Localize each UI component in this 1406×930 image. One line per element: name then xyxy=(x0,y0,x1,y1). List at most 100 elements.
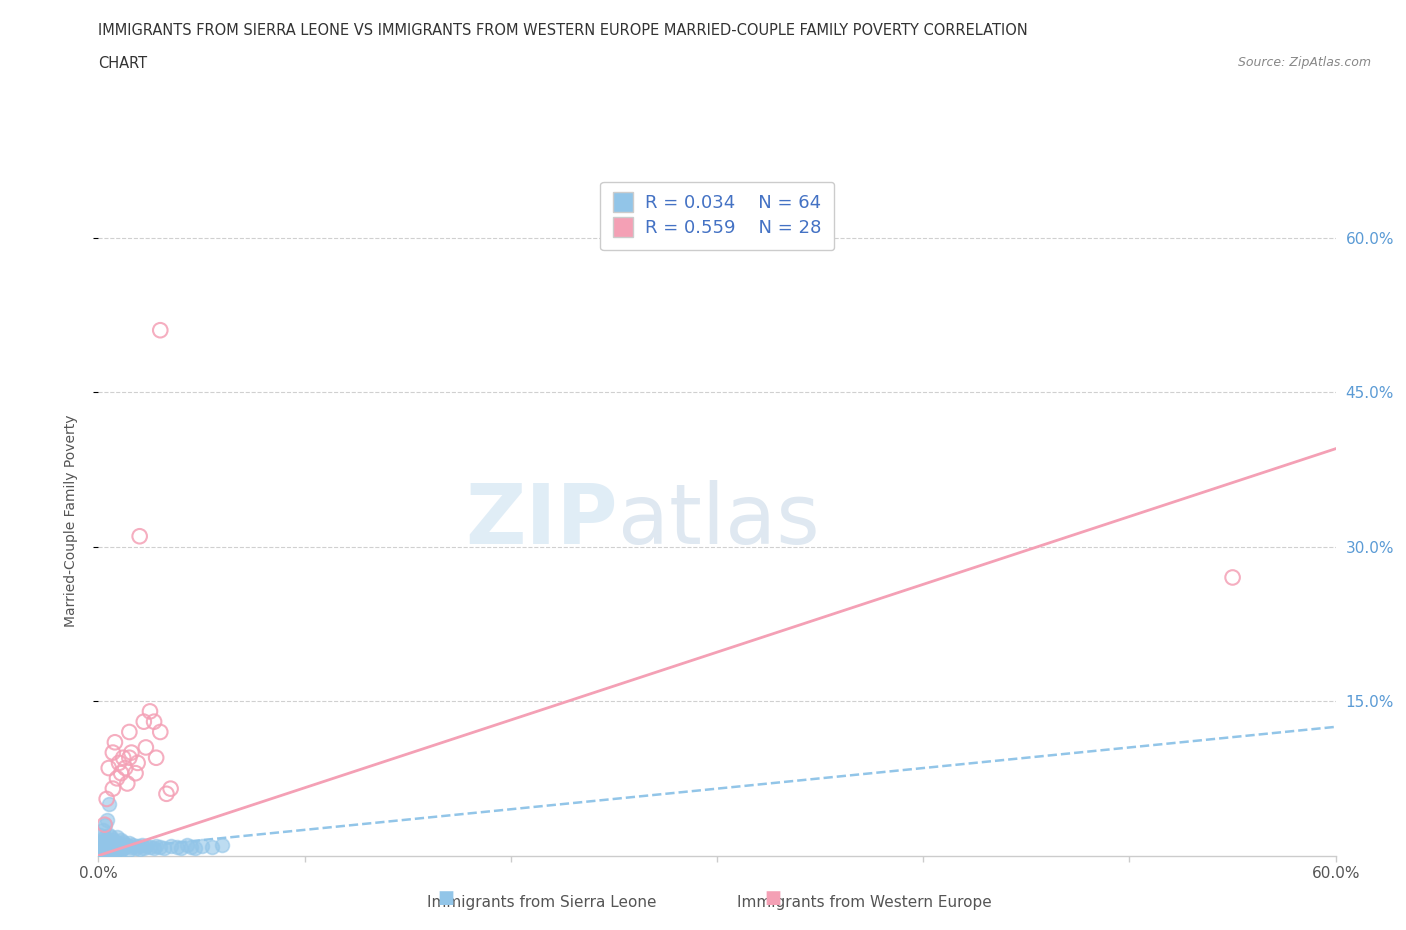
Text: ■: ■ xyxy=(437,889,454,907)
Point xyxy=(120,840,142,855)
Point xyxy=(101,844,124,859)
Point xyxy=(1222,570,1244,585)
Point xyxy=(118,751,141,765)
Point xyxy=(139,840,162,855)
Point xyxy=(124,841,146,856)
Point xyxy=(149,840,172,855)
Point xyxy=(120,745,142,760)
Text: ■: ■ xyxy=(765,889,782,907)
Text: CHART: CHART xyxy=(98,56,148,71)
Point xyxy=(97,797,120,812)
Point xyxy=(149,724,172,739)
Text: Immigrants from Sierra Leone: Immigrants from Sierra Leone xyxy=(426,895,657,910)
Point xyxy=(97,836,120,851)
Point xyxy=(124,765,146,780)
Point xyxy=(114,761,136,776)
Point xyxy=(112,751,135,765)
Point xyxy=(100,843,122,857)
Point xyxy=(91,840,114,855)
Point xyxy=(122,838,145,853)
Point xyxy=(96,832,118,847)
Point xyxy=(96,791,118,806)
Point xyxy=(96,812,118,827)
Point xyxy=(105,771,128,786)
Point xyxy=(180,840,202,855)
Point xyxy=(108,842,131,857)
Point xyxy=(117,838,139,853)
Point xyxy=(128,842,150,857)
Point xyxy=(211,838,233,853)
Point xyxy=(118,843,141,857)
Point xyxy=(89,828,111,843)
Point xyxy=(110,843,132,857)
Point xyxy=(89,843,111,857)
Point xyxy=(104,735,127,750)
Point xyxy=(118,836,141,851)
Point xyxy=(176,838,198,853)
Text: IMMIGRANTS FROM SIERRA LEONE VS IMMIGRANTS FROM WESTERN EUROPE MARRIED-COUPLE FA: IMMIGRANTS FROM SIERRA LEONE VS IMMIGRAN… xyxy=(98,23,1028,38)
Point xyxy=(110,765,132,780)
Point xyxy=(91,822,114,837)
Point xyxy=(105,843,128,857)
Point xyxy=(135,839,157,854)
Point xyxy=(105,838,128,853)
Point xyxy=(153,841,176,856)
Point xyxy=(105,830,128,844)
Point xyxy=(101,839,124,854)
Point xyxy=(117,776,139,790)
Point xyxy=(97,845,120,860)
Point xyxy=(104,835,127,850)
Point xyxy=(101,745,124,760)
Point xyxy=(96,839,118,854)
Point xyxy=(93,846,115,861)
Point xyxy=(132,841,155,856)
Point xyxy=(100,838,122,853)
Point xyxy=(184,841,207,856)
Point xyxy=(96,844,118,859)
Point xyxy=(104,842,127,857)
Point xyxy=(190,839,212,854)
Point xyxy=(114,840,136,855)
Point xyxy=(118,724,141,739)
Point xyxy=(127,755,149,770)
Text: Immigrants from Western Europe: Immigrants from Western Europe xyxy=(737,895,993,910)
Point xyxy=(132,714,155,729)
Point xyxy=(91,845,114,860)
Point xyxy=(101,781,124,796)
Point xyxy=(93,817,115,832)
Point xyxy=(170,841,193,856)
Point xyxy=(131,838,153,853)
Point xyxy=(112,841,135,856)
Point xyxy=(139,704,162,719)
Text: atlas: atlas xyxy=(619,480,820,562)
Legend: R = 0.034    N = 64, R = 0.559    N = 28: R = 0.034 N = 64, R = 0.559 N = 28 xyxy=(600,181,834,250)
Point xyxy=(89,836,111,851)
Point xyxy=(112,835,135,850)
Point xyxy=(143,841,166,856)
Point xyxy=(127,839,149,854)
Point xyxy=(159,839,181,854)
Point xyxy=(93,836,115,851)
Point xyxy=(93,841,115,856)
Point xyxy=(93,830,115,844)
Point xyxy=(97,761,120,776)
Point xyxy=(97,828,120,843)
Point xyxy=(110,832,132,847)
Point xyxy=(101,832,124,847)
Point xyxy=(159,781,181,796)
Point xyxy=(145,751,167,765)
Point xyxy=(149,323,172,338)
Point xyxy=(97,841,120,856)
Point xyxy=(108,836,131,851)
Point xyxy=(155,787,177,802)
Point xyxy=(201,840,224,855)
Y-axis label: Married-Couple Family Poverty: Married-Couple Family Poverty xyxy=(63,415,77,627)
Text: ZIP: ZIP xyxy=(465,480,619,562)
Point xyxy=(145,839,167,854)
Point xyxy=(108,755,131,770)
Point xyxy=(91,833,114,848)
Point xyxy=(100,830,122,844)
Point xyxy=(128,529,150,544)
Point xyxy=(135,740,157,755)
Point xyxy=(166,840,188,855)
